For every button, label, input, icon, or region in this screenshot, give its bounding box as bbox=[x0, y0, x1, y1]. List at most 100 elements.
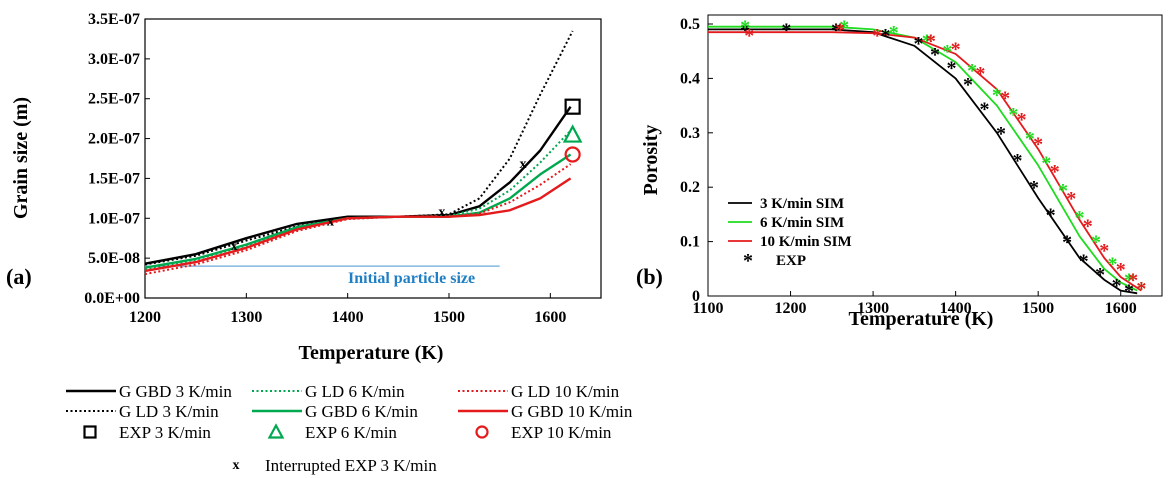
exp-asterisk-b: * bbox=[1025, 128, 1035, 150]
exp-asterisk-b: * bbox=[781, 19, 791, 41]
legend-label-b: 10 K/min SIM bbox=[760, 234, 852, 250]
ylabel-a: Grain size (m) bbox=[10, 97, 32, 219]
exp-marker-a: x bbox=[438, 205, 445, 220]
exp-marker-a: x bbox=[327, 214, 334, 229]
x-tick-label-b: 1300 bbox=[857, 300, 889, 317]
exp-asterisk-b: * bbox=[980, 98, 990, 120]
exp-asterisk-b: * bbox=[922, 30, 932, 52]
exp-asterisk-b: * bbox=[1050, 161, 1060, 183]
exp-asterisk-b: * bbox=[1136, 278, 1146, 300]
xlabel-b: Temperature (K) bbox=[849, 308, 994, 330]
exp-marker-a bbox=[564, 146, 581, 163]
legend-item-b: 6 K/min SIM bbox=[728, 215, 844, 231]
plot-frame-b bbox=[707, 14, 1163, 297]
exp-asterisk-b: * bbox=[835, 19, 845, 41]
y-tick-label-b: 0.5 bbox=[680, 16, 700, 33]
x-ticks-b: 1100 1200 1300 1400 1500 1600 bbox=[692, 291, 1137, 317]
y-tick-label-a: 3.0E-07 bbox=[88, 51, 140, 68]
series-line-a bbox=[144, 30, 574, 266]
porosity-chart: (b) Porosity Temperature (K) 1100 1200 130… bbox=[636, 14, 1163, 330]
exp-asterisk-b: * bbox=[1033, 134, 1043, 156]
plot-frame-a bbox=[144, 18, 602, 299]
y-ticks-b: 0 0.1 0.2 0.3 0.4 0.5 bbox=[680, 16, 713, 305]
sim-line-b bbox=[708, 25, 1138, 292]
exp-asterisk-b: * bbox=[1136, 278, 1146, 300]
y-tick-label-b: 0.3 bbox=[680, 125, 700, 142]
legend-swatch-a bbox=[267, 423, 285, 439]
y-tick-label-b: 0.2 bbox=[680, 179, 700, 196]
initial-particle-size-label: Initial particle size bbox=[348, 270, 475, 287]
legend-swatch-a bbox=[475, 425, 489, 439]
legend-item-b: 3 K/min SIM bbox=[728, 196, 844, 212]
x-tick-label-a: 1400 bbox=[332, 309, 364, 326]
legend-b: 3 K/min SIM 6 K/min SIM 10 K/min SIM * EXP bbox=[728, 196, 852, 272]
exp-asterisk-b: * bbox=[1066, 188, 1076, 210]
exp-asterisk-b: * bbox=[992, 85, 1002, 107]
exp-marker-a: x bbox=[519, 157, 526, 172]
legend-label-a: G GBD 6 K/min bbox=[305, 402, 418, 421]
exp-asterisk-b: * bbox=[872, 25, 882, 47]
exp-asterisk-b: * bbox=[839, 17, 849, 39]
legend-label-a: G GBD 3 K/min bbox=[119, 382, 232, 401]
y-ticks-a: 0.0E+00 5.0E-08 1.0E-07 1.5E-07 2.0E-07 2.5E-… bbox=[84, 11, 150, 307]
legend-item-a: G GBD 3 K/min bbox=[66, 382, 232, 401]
exp-asterisk-b: * bbox=[1095, 264, 1105, 286]
y-tick-label-b: 0.4 bbox=[680, 70, 700, 87]
legend-label-a: G LD 10 K/min bbox=[511, 382, 620, 401]
legend-label-a: EXP 3 K/min bbox=[119, 423, 211, 442]
exp-asterisk-b: * bbox=[880, 25, 890, 47]
exp-asterisk-b: * bbox=[1058, 180, 1068, 202]
legend-item-a: x Interrupted EXP 3 K/min bbox=[233, 456, 438, 475]
legend-item-a: G GBD 10 K/min bbox=[458, 402, 633, 421]
exp-asterisk-b: * bbox=[1112, 275, 1122, 297]
exp-asterisk-b: * bbox=[831, 19, 841, 41]
exp-asterisk-b: * bbox=[1046, 204, 1056, 226]
legend-label-b: 3 K/min SIM bbox=[760, 196, 844, 212]
legend-swatch-a bbox=[83, 425, 97, 439]
exp-asterisk-b: * bbox=[1074, 207, 1084, 229]
legend-a: G GBD 3 K/min G LD 6 K/min G LD 10 K/minG … bbox=[66, 382, 633, 475]
exp-asterisk-b: * bbox=[889, 22, 899, 44]
exp-asterisk-b: * bbox=[1079, 251, 1089, 273]
legend-item-a: G LD 3 K/min bbox=[66, 402, 219, 421]
legend-item-a: EXP 3 K/min bbox=[83, 423, 211, 442]
exp-asterisk-b: * bbox=[1017, 109, 1027, 131]
exp-asterisk-b: * bbox=[1124, 281, 1134, 303]
exp-asterisk-b: * bbox=[963, 74, 973, 96]
y-tick-label-a: 2.0E-07 bbox=[88, 131, 140, 148]
y-tick-label-a: 1.0E-07 bbox=[88, 210, 140, 227]
x-tick-label-a: 1600 bbox=[534, 309, 566, 326]
x-tick-label-b: 1200 bbox=[775, 300, 807, 317]
exp-asterisk-b: * bbox=[1000, 87, 1010, 109]
legend-swatch-a: x bbox=[233, 458, 240, 473]
exp-marker-a: x bbox=[231, 239, 238, 254]
plot-area-a: x x x x bbox=[144, 30, 583, 276]
exp-asterisk-b: * bbox=[930, 44, 940, 66]
exp-marker-a bbox=[562, 124, 583, 143]
exp-asterisk-b: * bbox=[947, 58, 957, 80]
x-tick-label-b: 1100 bbox=[692, 300, 723, 317]
sim-line-b bbox=[708, 28, 1138, 295]
series-line-a bbox=[144, 177, 572, 273]
legend-label-b: EXP bbox=[776, 253, 806, 269]
y-tick-label-b: 0.1 bbox=[680, 234, 700, 251]
exp-asterisk-b: * bbox=[1124, 270, 1134, 292]
y-tick-label-a: 0.0E+00 bbox=[84, 290, 140, 307]
exp-asterisk-b: * bbox=[996, 123, 1006, 145]
plot-area-b: * * * * * *********** * ** * * * *********** ** * * * **… bbox=[708, 17, 1146, 303]
x-tick-label-a: 1200 bbox=[129, 309, 161, 326]
legend-label-a: G LD 3 K/min bbox=[119, 402, 219, 421]
legend-item-b: 10 K/min SIM bbox=[728, 234, 852, 250]
exp-asterisk-b: * bbox=[913, 33, 923, 55]
legend-item-a: G GBD 6 K/min bbox=[252, 402, 418, 421]
legend-item-a: EXP 10 K/min bbox=[475, 423, 612, 442]
legend-label-a: EXP 10 K/min bbox=[511, 423, 612, 442]
xlabel-a: Temperature (K) bbox=[299, 342, 444, 364]
exp-asterisk-b: * bbox=[1029, 177, 1039, 199]
x-tick-label-a: 1500 bbox=[433, 309, 465, 326]
legend-swatch-b: * bbox=[743, 250, 753, 272]
legend-label-a: G GBD 10 K/min bbox=[511, 402, 633, 421]
y-tick-label-a: 5.0E-08 bbox=[88, 250, 140, 267]
panel-label-b: (b) bbox=[636, 264, 663, 289]
